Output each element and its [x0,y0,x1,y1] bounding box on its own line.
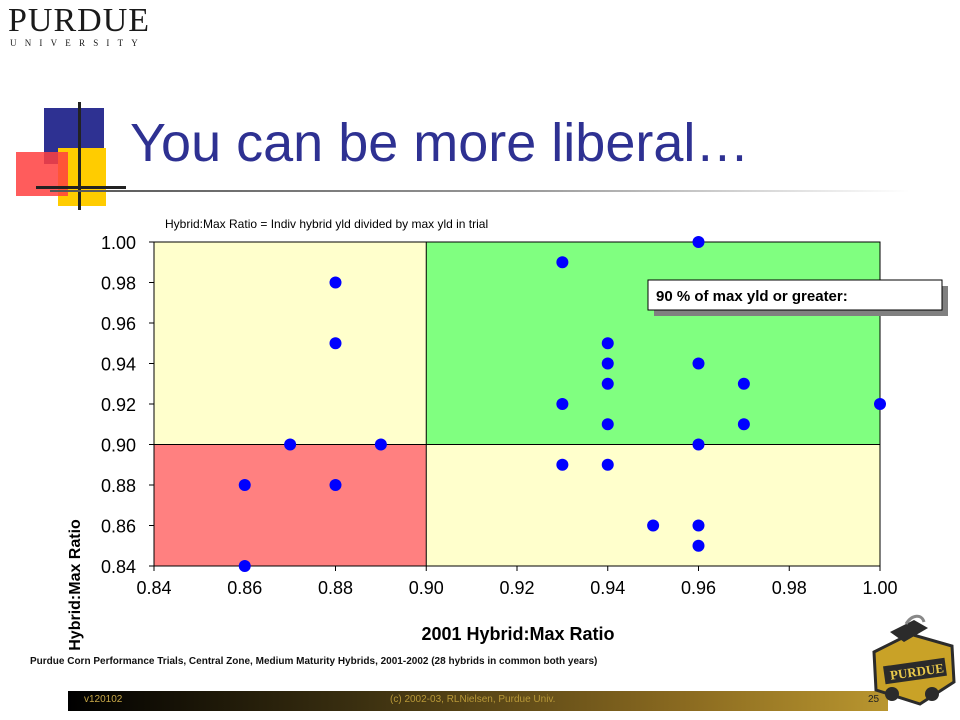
y-tick-label: 0.98 [101,274,136,294]
data-point [874,398,886,410]
y-tick-label: 0.84 [101,557,136,577]
data-point [601,377,614,390]
data-point [647,519,660,532]
annotation-background [647,279,943,311]
deco-horizontal-line [36,186,126,189]
data-point [692,539,705,552]
data-point [601,418,614,431]
title-decoration [16,102,126,210]
zone-lower-right [426,444,880,566]
data-point [329,337,342,350]
purdue-mascot-icon: PURDUE [872,614,956,706]
x-tick-label: 1.00 [862,578,897,598]
x-tick-label: 0.88 [318,578,353,598]
logo-name: PURDUE [8,2,151,39]
annotation-text: 90 % of max yld or greater: [656,288,848,305]
y-tick-label: 0.88 [101,476,136,496]
data-point [238,479,251,491]
y-tick-label: 0.94 [101,355,136,375]
x-axis-label: 2001 Hybrid:Max Ratio [421,624,614,644]
data-point [692,357,705,370]
x-tick-label: 0.98 [772,578,807,598]
scatter-chart: 0.84 0.86 0.88 0.90 0.92 0.94 0.96 0.98 1.00 0.84… [67,217,948,650]
x-tick-label: 0.96 [681,578,716,598]
data-point [556,398,569,410]
data-point [329,276,342,289]
chart-footnote: Purdue Corn Performance Trials, Central … [30,656,598,667]
deco-vertical-line [78,102,81,210]
footer-bar [68,691,888,711]
data-point [737,377,750,390]
x-tick-label: 0.92 [499,578,534,598]
svg-text:PURDUE: PURDUE [889,660,945,682]
x-tick-label: 0.90 [409,578,444,598]
footer-copyright: (c) 2002-03, RLNielsen, Purdue Univ. [390,694,556,705]
slide-title: You can be more liberal… [130,113,750,173]
y-tick-label: 0.90 [101,436,136,456]
y-tick-label: 0.92 [101,395,136,415]
y-tick-label: 0.96 [101,314,136,334]
data-point [601,357,614,370]
data-point [284,438,297,451]
data-point [737,418,750,431]
data-point [374,438,387,451]
data-point [692,236,705,248]
data-point [329,479,342,491]
x-tick-label: 0.86 [227,578,262,598]
data-point [238,560,251,572]
chart-subtitle: Hybrid:Max Ratio = Indiv hybrid yld divi… [165,217,488,231]
data-point [601,458,614,471]
logo-subtitle: UNIVERSITY [10,38,146,48]
purdue-logo: PURDUE UNIVERSITY [8,2,151,50]
page-number: 25 [868,694,880,705]
x-tick-label: 0.84 [136,578,171,598]
zone-upper-left [154,242,427,445]
y-tick-label: 1.00 [101,233,136,253]
zone-lower-left [154,444,427,566]
data-point [556,256,569,269]
footer-version: v120102 [84,694,123,705]
annotation-box: 90 % of max yld or greater: [647,279,948,316]
y-axis-label: 2002 Hybrid:Max Ratio [67,519,84,650]
y-tick-label: 0.86 [101,517,136,537]
title-divider [50,190,910,192]
data-point [601,337,614,350]
x-tick-label: 0.94 [590,578,625,598]
data-point [692,519,705,532]
data-point [556,458,569,471]
data-point [692,438,705,451]
zone-upper-right [426,242,880,445]
